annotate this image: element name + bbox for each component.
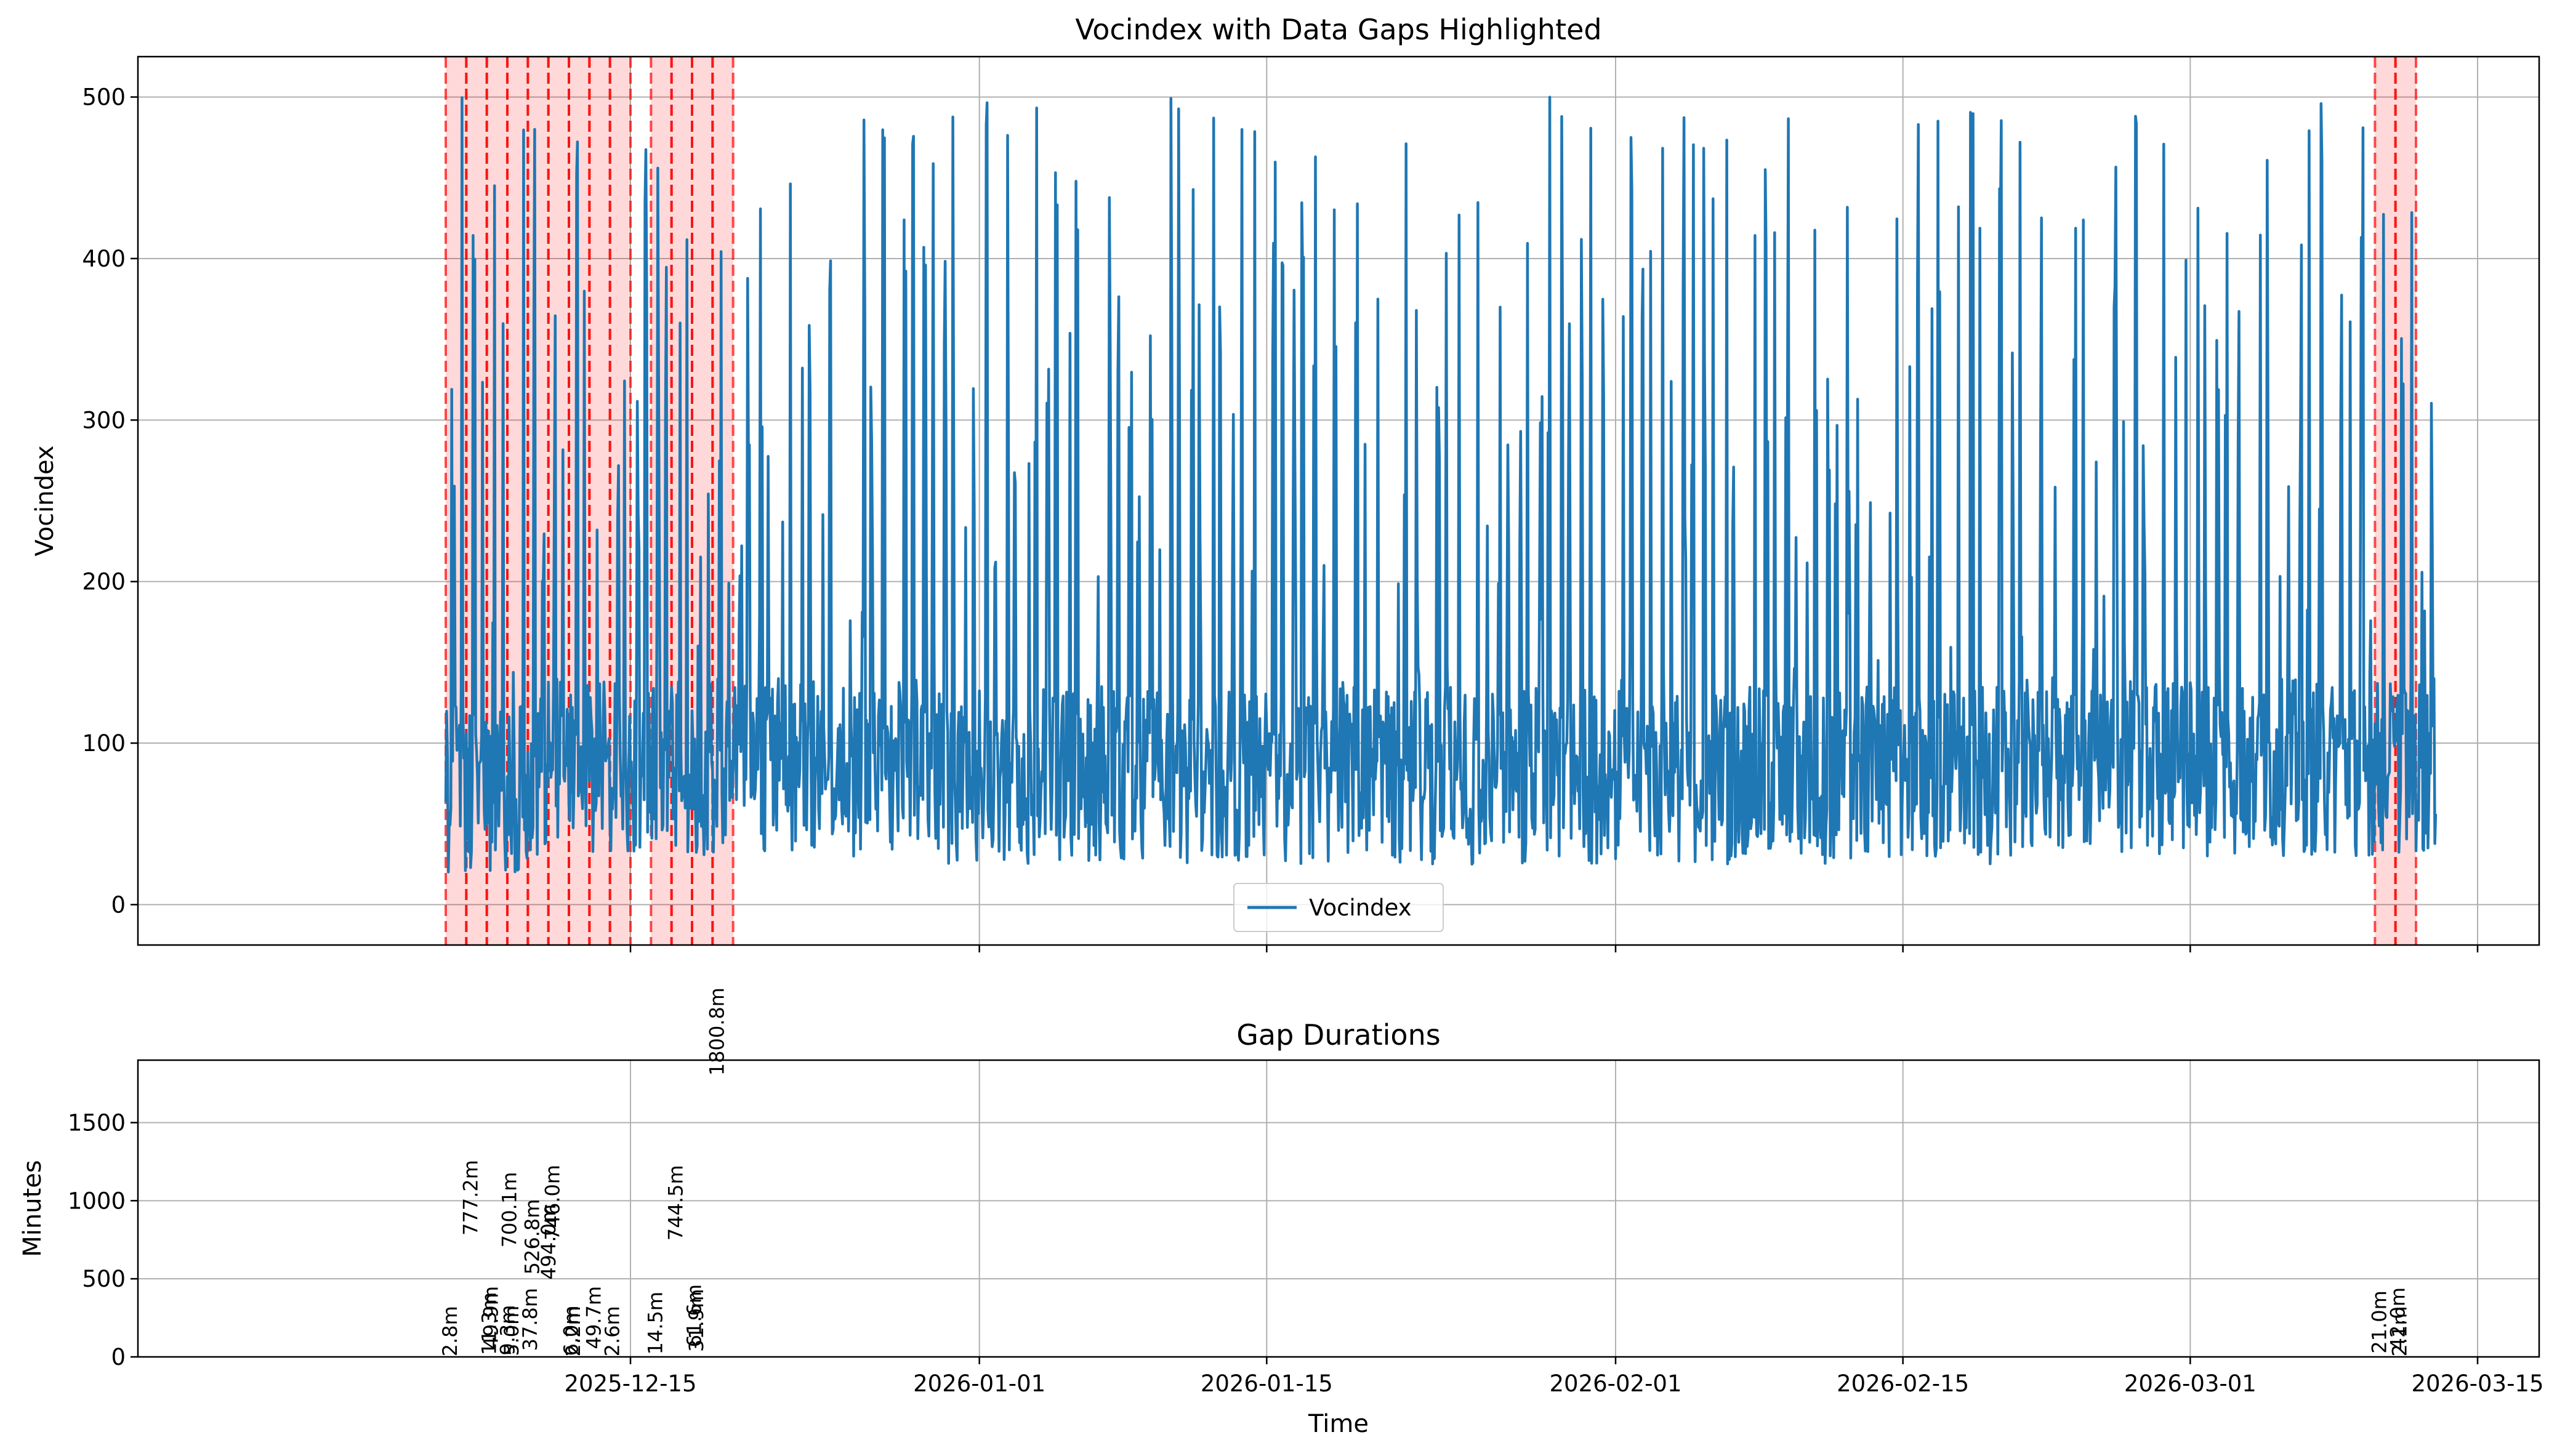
gap-duration-label: 744.5m [664, 1165, 688, 1241]
vocindex-series-line [444, 95, 2438, 874]
gap-duration-label: 526.8m [520, 1199, 544, 1275]
gap-duration-label: 6.0m [560, 1305, 583, 1356]
gap-duration-label: 11.3m [477, 1292, 501, 1355]
vocindex-axes-frame [137, 55, 2540, 946]
gap-duration-label: 2.8m [438, 1306, 462, 1356]
vocindex-panel: 0 100 200 300 400 500 Vocindex with Data Gaps… [31, 13, 2540, 952]
gap-durations-x-tick-label: 2026-02-01 [1549, 1370, 1681, 1397]
vocindex-x-ticks [629, 945, 2479, 952]
gap-duration-label: 1800.8m [705, 987, 728, 1076]
gap-duration-label: 37.8m [518, 1288, 542, 1351]
gap-durations-y-axis-label: Minutes [18, 1160, 47, 1257]
gap-duration-label: 31.9m [685, 1289, 708, 1351]
vocindex-y-tick-label: 400 [82, 246, 126, 272]
gap-duration-label: 2.1m [2388, 1306, 2412, 1356]
gap-durations-y-tick-label: 1000 [68, 1188, 126, 1214]
gap-duration-label: 5.0m [500, 1306, 523, 1356]
gap-durations-chart-title: Gap Durations [1236, 1018, 1440, 1052]
vocindex-y-tick-label: 300 [82, 407, 126, 433]
gap-duration-label: 42.0m [2386, 1287, 2409, 1350]
gap-duration-label: 700.1m [498, 1172, 521, 1248]
vocindex-y-tick-label: 500 [82, 84, 126, 111]
gap-durations-x-axis-label: Time [1308, 1410, 1369, 1438]
gap-duration-label: 2.2m [562, 1306, 585, 1356]
legend-label: Vocindex [1309, 895, 1412, 921]
gap-duration-label: 2.6m [600, 1306, 624, 1356]
gap-durations-x-tick-label: 2025-12-15 [564, 1370, 696, 1397]
gap-duration-label: 21.0m [2367, 1290, 2391, 1353]
vocindex-y-axis-label: Vocindex [31, 445, 59, 556]
vocindex-chart-title: Vocindex with Data Gaps Highlighted [1075, 13, 1601, 46]
gap-durations-y-ticks: 0 500 1000 1500 [68, 1109, 138, 1370]
gap-duration-label: 9.3m [496, 1305, 519, 1356]
vocindex-y-tick-label: 200 [82, 569, 126, 595]
gap-durations-x-tick-label: 2026-01-01 [913, 1370, 1045, 1397]
gap-duration-label: 61.6m [683, 1284, 706, 1347]
vocindex-line [444, 95, 2438, 874]
gap-durations-y-tick-label: 0 [111, 1344, 126, 1370]
legend-box [1233, 883, 1444, 932]
gap-durations-axes-frame [137, 1059, 2540, 1358]
vocindex-y-tick-label: 100 [82, 730, 126, 757]
gap-durations-x-ticks: 2025-12-15 2026-01-01 2026-01-15 2026-02-01… [564, 1357, 2544, 1397]
gap-duration-label: 494.0m [537, 1204, 560, 1280]
gap-duration-label: 49.9m [480, 1286, 503, 1349]
gap-duration-label: 746.0m [541, 1165, 565, 1241]
gap-durations-x-tick-label: 2026-03-15 [2411, 1370, 2543, 1397]
gap-duration-label: 14.5m [643, 1292, 667, 1354]
gap-durations-x-tick-label: 2026-02-15 [1837, 1370, 1969, 1397]
gap-durations-x-tick-label: 2026-01-15 [1201, 1370, 1333, 1397]
legend: Vocindex [1233, 883, 1444, 932]
gap-duration-label: 777.2m [459, 1160, 482, 1236]
gap-durations-y-tick-label: 1500 [68, 1109, 126, 1136]
gap-durations-x-tick-label: 2026-03-01 [2124, 1370, 2257, 1397]
vocindex-y-tick-label: 0 [111, 891, 126, 918]
gap-duration-label: 49.7m [582, 1286, 605, 1349]
gap-durations-y-tick-label: 500 [82, 1266, 126, 1292]
vocindex-y-ticks: 0 100 200 300 400 500 [82, 84, 138, 918]
